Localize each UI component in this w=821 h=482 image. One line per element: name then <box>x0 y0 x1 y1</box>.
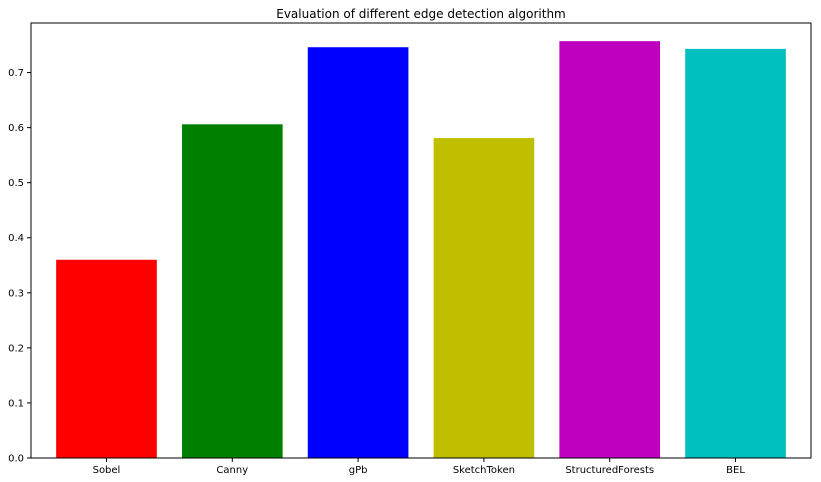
x-tick-label: gPb <box>349 465 368 476</box>
x-tick-label: Canny <box>216 465 248 476</box>
y-tick-label: 0.7 <box>8 68 24 79</box>
x-tick-label: StructuredForests <box>565 465 654 476</box>
chart-title: Evaluation of different edge detection a… <box>276 7 566 21</box>
y-tick-label: 0.6 <box>8 123 24 134</box>
y-tick-label: 0.1 <box>8 398 24 409</box>
y-tick-label: 0.5 <box>8 178 24 189</box>
bar-structuredforests <box>559 41 661 458</box>
y-tick-label: 0.3 <box>8 288 24 299</box>
y-tick-label: 0.2 <box>8 343 24 354</box>
x-tick-label: Sobel <box>93 465 121 476</box>
y-tick-label: 0.0 <box>8 454 24 465</box>
bar-bel <box>685 48 786 458</box>
y-tick-label: 0.4 <box>8 233 24 244</box>
bar-canny <box>181 124 283 458</box>
x-axis: Sobel Canny gPb SketchToken StructuredForest… <box>93 458 745 476</box>
bar-sobel <box>56 259 157 458</box>
x-tick-label: BEL <box>726 465 745 476</box>
bar-sketchtoken <box>433 138 535 458</box>
plot-frame <box>30 22 812 459</box>
bars-group <box>56 41 786 459</box>
y-axis: 0.0 0.1 0.2 0.3 0.4 0.5 0.6 0.7 <box>8 68 31 465</box>
x-tick-label: SketchToken <box>453 465 515 476</box>
bar-gpb <box>307 47 409 459</box>
